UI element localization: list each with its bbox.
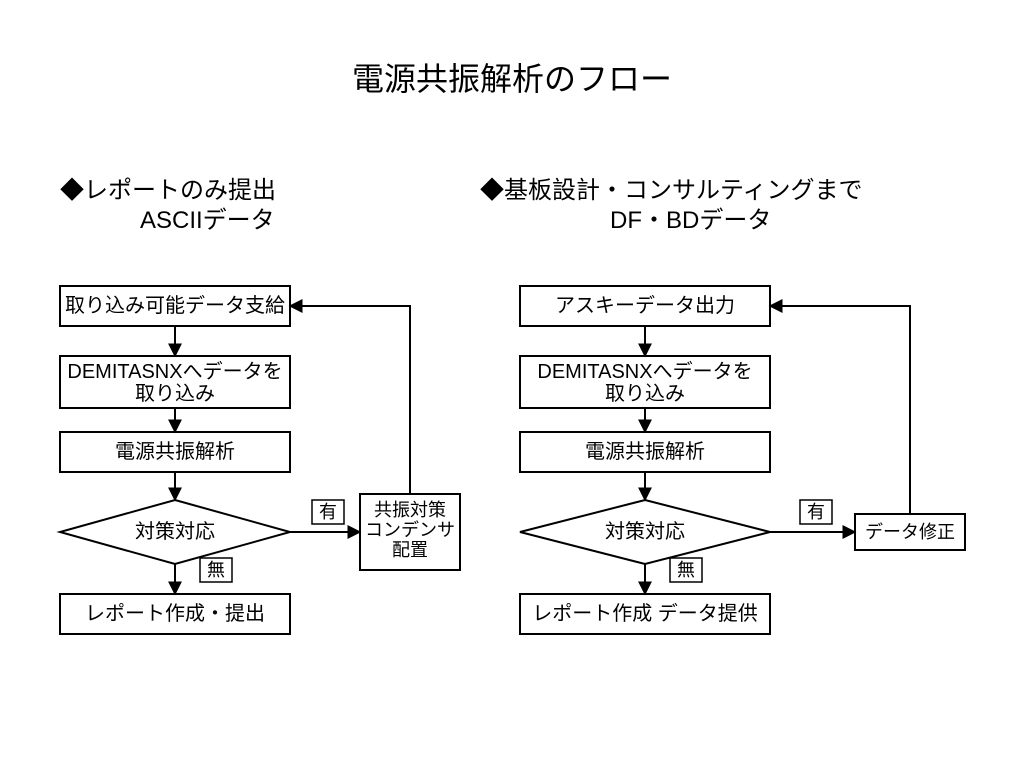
left-box-2-label2: 取り込み [135, 382, 215, 405]
left-yes-label: 有 [319, 502, 337, 522]
right-no-label: 無 [677, 560, 695, 580]
left-box-2-label1: DEMITASNXへデータを [67, 360, 282, 383]
right-box-1-label: アスキーデータ出力 [555, 294, 735, 317]
flowchart-canvas: 電源共振解析のフロー ◆レポートのみ提出 ASCIIデータ 取り込み可能データ支… [0, 0, 1024, 768]
right-box-2-label2: 取り込み [605, 382, 685, 405]
right-box-3-label: 電源共振解析 [585, 440, 705, 463]
left-column: ◆レポートのみ提出 ASCIIデータ 取り込み可能データ支給 DEMITASNX… [60, 177, 460, 634]
right-box-4-label: レポート作成 データ提供 [532, 602, 758, 625]
right-arrow-loop [770, 306, 910, 514]
right-box-2-label1: DEMITASNXへデータを [537, 360, 752, 383]
left-decision-label: 対策対応 [135, 520, 215, 543]
right-yes-label: 有 [807, 502, 825, 522]
right-decision-label: 対策対応 [605, 520, 685, 543]
page-title: 電源共振解析のフロー [352, 61, 672, 97]
right-heading-2: DF・BDデータ [610, 207, 771, 234]
right-column: ◆基板設計・コンサルティングまで DF・BDデータ アスキーデータ出力 DEMI… [480, 177, 965, 634]
left-no-label: 無 [207, 560, 225, 580]
left-side-label3: 配置 [392, 540, 428, 560]
left-box-1-label: 取り込み可能データ支給 [65, 294, 285, 317]
left-heading-2: ASCIIデータ [140, 207, 275, 234]
left-box-4-label: レポート作成・提出 [85, 602, 265, 625]
left-side-label2: コンデンサ [365, 520, 455, 540]
left-arrow-loop [290, 306, 410, 494]
left-heading-1: ◆レポートのみ提出 [60, 177, 276, 204]
right-heading-1: ◆基板設計・コンサルティングまで [480, 177, 863, 204]
right-side-label: データ修正 [865, 522, 955, 542]
left-side-label1: 共振対策 [374, 500, 446, 520]
left-box-3-label: 電源共振解析 [115, 440, 235, 463]
